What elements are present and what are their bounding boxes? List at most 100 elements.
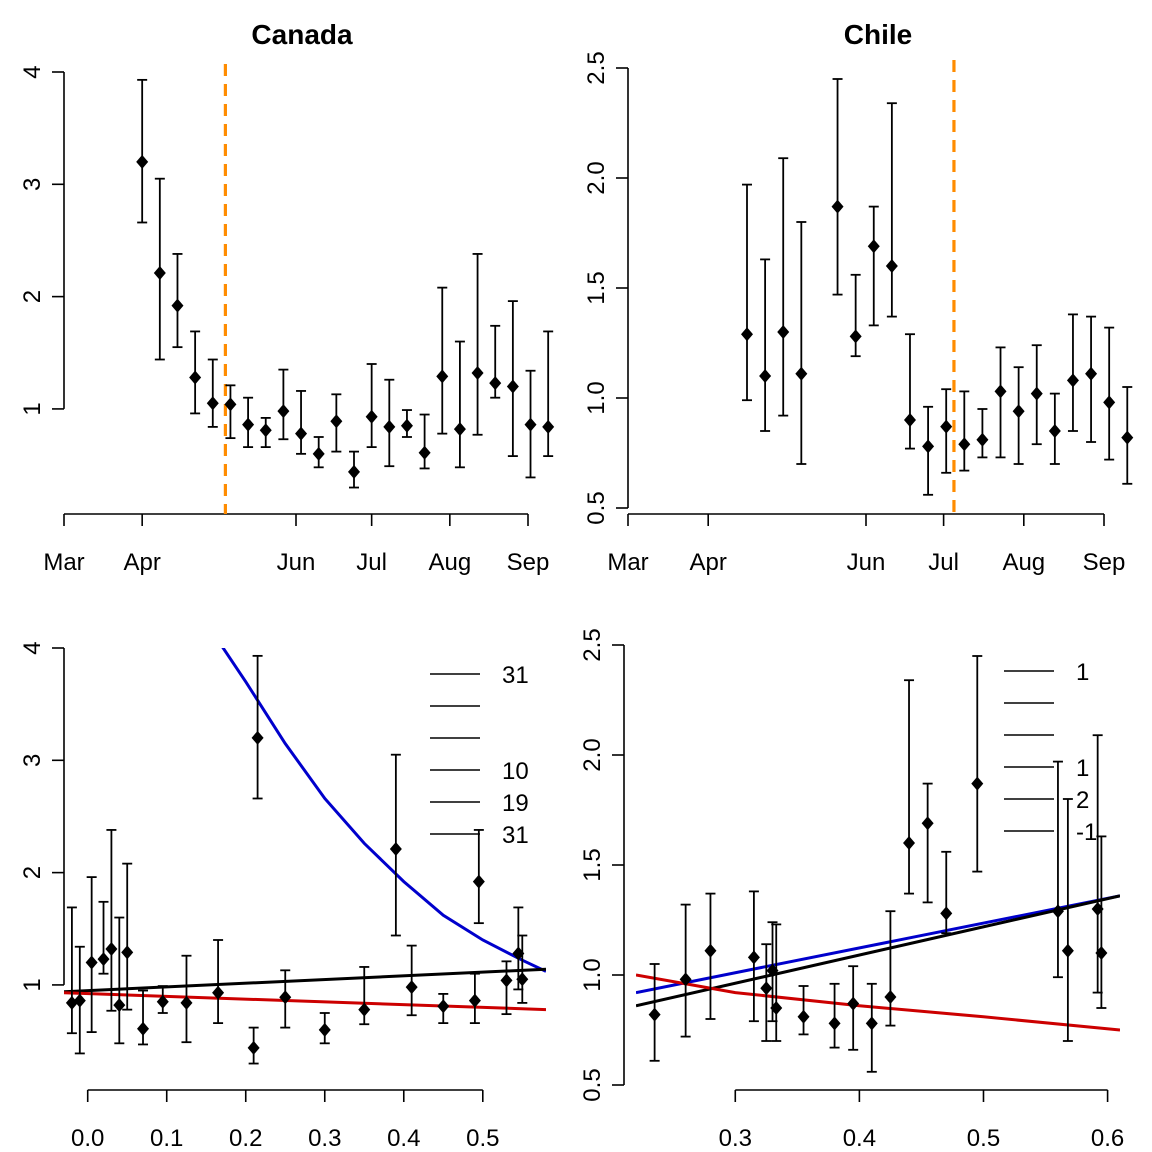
data-point [156,994,169,1009]
data-point [867,239,880,254]
x-tick-label: 0.5 [466,1125,499,1152]
x-tick-label: 0.5 [967,1125,1000,1152]
fit-line [636,894,1120,995]
data-point [242,417,255,432]
data-point [1051,904,1064,919]
y-tick-label: 1 [19,402,46,415]
data-point [770,1001,783,1015]
y-tick-label: 2.0 [579,738,606,771]
x-tick-label: Aug [428,549,471,576]
data-point [405,980,418,995]
x-tick-label: 0.4 [387,1125,420,1152]
data-point [500,973,513,988]
panel-title: Canada [251,19,353,50]
fit-line [64,991,546,1012]
legend-label: 1 [1076,755,1089,782]
y-tick-label: 3 [19,754,46,767]
data-point [1103,395,1116,410]
fit-line [64,967,546,994]
x-tick-label: 0.1 [150,1125,183,1152]
panel-canada-time: Canada 1 2 3 4 Mar Apr Jun Jul Aug Sep [19,19,555,576]
data-point [259,423,272,438]
data-point [312,446,325,461]
x-tick-label: 0.4 [843,1125,876,1152]
x-tick-label: Jun [277,549,316,576]
data-point [958,437,971,452]
x-tick-label: Jun [847,549,886,576]
data-point [73,993,86,1008]
x-tick-label: Jul [356,549,387,576]
fit-line [221,648,546,973]
y-tick-label: 2 [19,290,46,303]
data-point [971,776,984,791]
data-point [224,397,237,412]
data-point [797,1009,810,1024]
x-tick-label: 0.0 [71,1125,104,1152]
data-point [516,972,529,987]
y-tick-label: 1.5 [579,848,606,881]
data-point [865,1016,878,1031]
y-tick-label: 0.5 [579,1068,606,1101]
data-point [212,985,225,1000]
data-point [903,836,916,850]
data-point [171,298,184,313]
data-point [189,370,202,385]
data-point [747,950,760,965]
panel-title: Chile [844,19,912,50]
data-point [512,946,525,961]
x-tick-label: Jul [928,549,959,576]
data-point [1030,386,1043,401]
data-point [468,993,481,1008]
data-point [847,996,860,1011]
data-point [1095,946,1108,960]
x-tick-label: 0.3 [719,1125,752,1152]
data-point [247,1040,260,1055]
legend-label: 31 [502,662,529,689]
fit-line [636,894,1120,1008]
data-point [648,1007,661,1022]
data-point [85,955,98,970]
data-point [1085,366,1098,381]
data-point [318,1022,331,1037]
data-point [472,874,485,889]
legend-label: 2 [1076,787,1089,814]
data-point [453,422,466,437]
data-point [180,995,193,1010]
data-point [251,730,264,745]
data-point [113,998,126,1013]
data-point [1066,373,1079,388]
data-point [121,945,134,960]
data-point [704,943,717,958]
x-tick-label: Apr [123,549,160,576]
data-point [295,426,308,441]
data-point [348,464,360,479]
fit-line [636,973,1120,1032]
x-tick-label: Sep [1083,549,1126,576]
data-point [976,432,989,447]
data-point [136,154,149,169]
data-point [437,999,450,1014]
data-point [884,990,897,1004]
data-point [1012,404,1025,419]
data-point [903,413,916,427]
data-point [994,384,1007,399]
data-point [137,1021,150,1036]
x-tick-label: 0.6 [1091,1125,1124,1152]
x-tick-label: Sep [507,549,550,576]
data-point [277,404,290,419]
data-point [365,409,378,424]
data-point [679,972,692,987]
data-point [795,366,808,381]
data-point [97,952,110,967]
data-point [940,419,953,434]
data-point [489,376,502,391]
data-point [741,327,753,342]
data-point [471,365,484,380]
data-point [418,445,431,460]
legend-label: 1 [1076,659,1089,686]
y-tick-label: 3 [19,178,46,191]
panel-chile-scatter: 0.5 1.0 1.5 2.0 2.5 0.3 0.4 0.5 0.6 1 1 2 -1 [579,628,1124,1152]
data-point [400,418,413,433]
data-point [105,941,118,956]
y-tick-label: 4 [19,641,46,654]
